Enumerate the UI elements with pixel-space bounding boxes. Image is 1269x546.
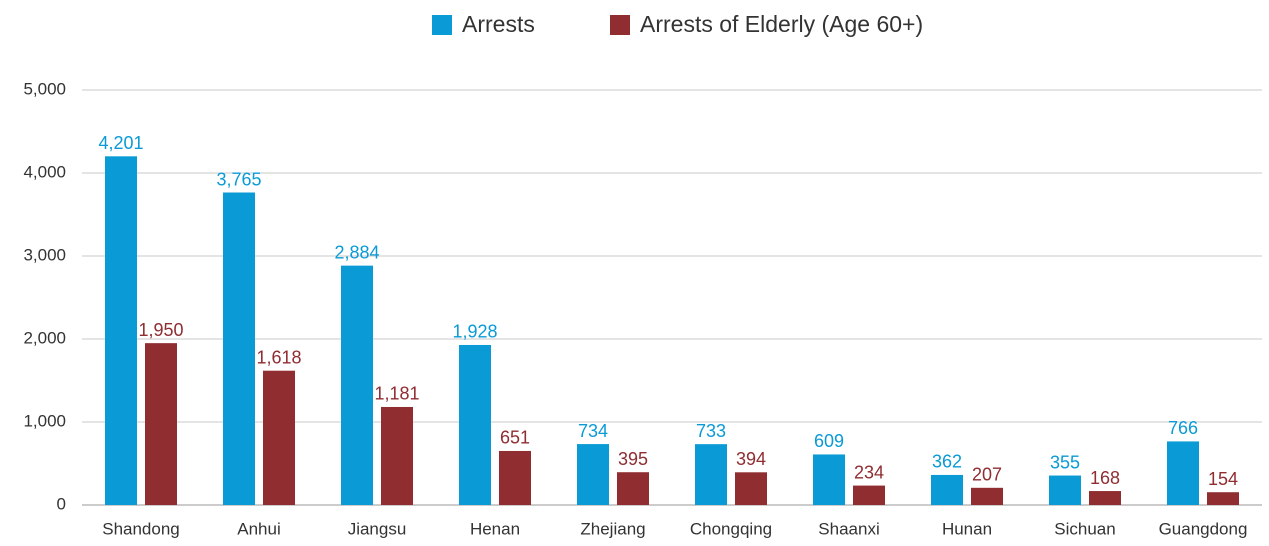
data-label: 609 (814, 431, 844, 451)
legend-swatch (432, 15, 452, 35)
y-tick-label: 4,000 (23, 162, 66, 181)
x-tick-label: Shandong (102, 519, 180, 538)
bar (223, 192, 255, 505)
bar (971, 487, 1003, 505)
y-tick-label: 5,000 (23, 79, 66, 98)
data-label: 395 (618, 449, 648, 469)
bar (577, 444, 609, 505)
x-tick-label: Sichuan (1054, 519, 1115, 538)
bar (459, 344, 491, 505)
y-tick-label: 0 (57, 494, 66, 513)
bar (341, 265, 373, 505)
x-tick-label: Zhejiang (580, 519, 645, 538)
x-tick-label: Guangdong (1159, 519, 1248, 538)
data-label: 651 (500, 428, 530, 448)
y-tick-label: 2,000 (23, 328, 66, 347)
data-label: 1,928 (452, 322, 497, 342)
bar (1049, 475, 1081, 505)
bar (499, 450, 531, 505)
data-label: 734 (578, 421, 608, 441)
x-tick-label: Jiangsu (348, 519, 407, 538)
bar (1089, 491, 1121, 505)
bar (617, 472, 649, 505)
data-label: 168 (1090, 468, 1120, 488)
bar (1167, 441, 1199, 505)
legend-swatch (610, 15, 630, 35)
data-label: 234 (854, 462, 884, 482)
bar (813, 454, 845, 505)
data-label: 1,181 (374, 384, 419, 404)
bar (105, 156, 137, 505)
bar (263, 370, 295, 505)
y-tick-label: 3,000 (23, 245, 66, 264)
data-label: 733 (696, 421, 726, 441)
legend-label: Arrests of Elderly (Age 60+) (640, 11, 923, 37)
x-tick-label: Chongqing (690, 519, 772, 538)
bar (931, 474, 963, 505)
data-label: 362 (932, 452, 962, 472)
data-label: 154 (1208, 469, 1238, 489)
legend-label: Arrests (462, 11, 535, 37)
bar (381, 406, 413, 505)
data-label: 1,950 (138, 320, 183, 340)
x-tick-label: Anhui (237, 519, 280, 538)
data-label: 1,618 (256, 347, 301, 367)
bar (145, 343, 177, 505)
x-tick-label: Henan (470, 519, 520, 538)
data-label: 2,884 (334, 242, 379, 262)
bar (1207, 492, 1239, 505)
data-label: 3,765 (216, 169, 261, 189)
data-label: 766 (1168, 418, 1198, 438)
x-tick-label: Hunan (942, 519, 992, 538)
data-label: 355 (1050, 452, 1080, 472)
data-label: 4,201 (98, 133, 143, 153)
x-tick-label: Shaanxi (818, 519, 879, 538)
data-label: 394 (736, 449, 766, 469)
bar (735, 472, 767, 505)
y-tick-label: 1,000 (23, 411, 66, 430)
bar (695, 444, 727, 505)
data-label: 207 (972, 465, 1002, 485)
bar (853, 485, 885, 505)
